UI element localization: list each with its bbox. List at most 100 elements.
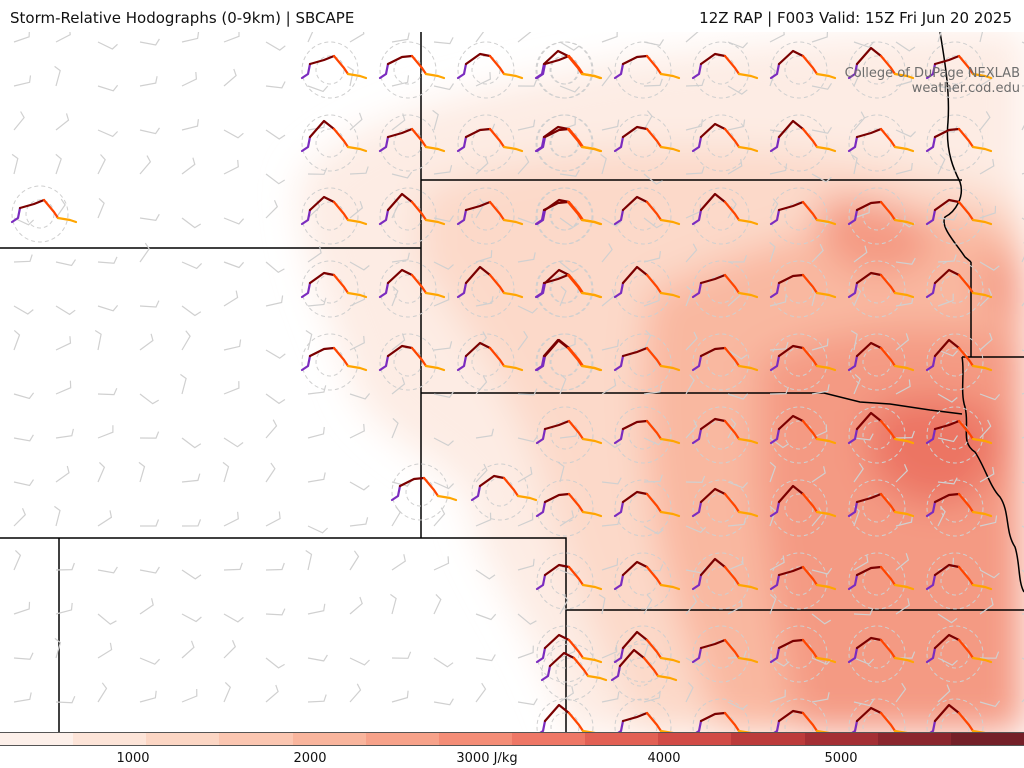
hodograph-segment — [879, 200, 897, 222]
hodograph-ring — [706, 274, 736, 304]
wind-barb — [895, 333, 910, 351]
hodograph-segment — [378, 62, 390, 80]
wind-barb — [685, 285, 693, 307]
wind-barb — [517, 698, 538, 706]
hodograph-ring — [11, 185, 69, 243]
wind-barb — [475, 375, 488, 395]
hodograph-segment — [737, 583, 759, 591]
wind-barb — [223, 437, 244, 448]
hodograph-ring — [301, 333, 359, 391]
wind-barb — [727, 393, 749, 400]
hodograph-segment — [957, 54, 975, 76]
hodograph-segment — [502, 476, 520, 498]
hodograph-segment — [855, 127, 883, 139]
hodograph-segment — [925, 135, 937, 153]
wind-barb — [55, 428, 74, 439]
hodograph-segment — [773, 719, 781, 732]
wind-barb — [517, 388, 538, 396]
wind-barb — [811, 173, 832, 183]
wind-barb — [559, 261, 579, 273]
map-title: Storm-Relative Hodographs (0-9km) | SBCA… — [10, 9, 355, 27]
wind-barb — [517, 305, 538, 314]
hodograph-ring — [706, 639, 736, 669]
hodograph-ring — [550, 639, 580, 669]
wind-barb — [349, 292, 366, 307]
wind-barb — [769, 689, 786, 703]
hodograph-segment — [567, 711, 585, 732]
wind-barb — [347, 65, 354, 87]
hodograph-segment — [933, 633, 961, 650]
hodograph-segment — [566, 346, 584, 368]
wind-barb — [223, 381, 240, 395]
colorbar-tick-label: 5000 — [824, 751, 858, 766]
wind-barb — [601, 32, 618, 43]
hodograph-segment — [542, 125, 570, 139]
wind-barb — [601, 644, 618, 659]
wind-barb — [11, 153, 19, 175]
wind-barb — [13, 254, 33, 263]
hodograph-ring — [25, 199, 55, 229]
hodograph-segment — [567, 638, 585, 660]
hodograph-segment — [621, 711, 649, 723]
wind-barb — [349, 261, 370, 271]
hodograph-ring — [862, 493, 892, 523]
hodograph-segment — [645, 273, 663, 295]
wind-barb — [139, 127, 160, 135]
wind-barb — [139, 155, 152, 175]
wind-barb — [643, 329, 652, 351]
wind-barb — [139, 213, 160, 221]
hodograph-segment — [478, 474, 506, 488]
hodograph-segment — [378, 135, 390, 153]
hodograph-segment — [957, 200, 975, 222]
hodograph-segment — [464, 52, 492, 66]
hodograph-ring — [628, 712, 658, 732]
hodograph-segment — [613, 354, 625, 372]
hodograph-segment — [398, 476, 426, 488]
hodograph-segment — [933, 703, 961, 723]
hodograph-ring — [625, 657, 655, 687]
hodograph-ring — [848, 625, 906, 683]
hodograph-segment — [957, 565, 975, 587]
wind-barb — [979, 651, 1000, 659]
hodograph-ring — [379, 41, 437, 99]
hodograph-segment — [777, 484, 805, 504]
wind-barb — [601, 243, 613, 263]
hodograph-segment — [691, 500, 703, 518]
hodograph-ring — [315, 128, 345, 158]
map-panel[interactable]: College of DuPage NEXLAB weather.cod.edu — [0, 32, 1024, 732]
wind-barb — [391, 75, 410, 87]
credit-org: College of DuPage NEXLAB — [844, 66, 1020, 81]
wind-barb — [769, 386, 789, 395]
hodograph-segment — [769, 62, 781, 80]
wind-barb — [433, 556, 450, 571]
wind-barb — [391, 32, 410, 43]
hodograph-segment — [777, 638, 805, 650]
wind-barb — [433, 698, 454, 706]
wind-barb — [769, 125, 790, 133]
hodograph-segment — [424, 291, 446, 299]
wind-barb — [601, 477, 622, 485]
wind-barb — [13, 652, 34, 660]
wind-barb — [433, 261, 454, 270]
wind-barb — [181, 217, 202, 229]
wind-barb — [265, 511, 281, 527]
hodograph-segment — [691, 135, 703, 153]
hodograph-segment — [699, 346, 727, 358]
header: Storm-Relative Hodographs (0-9km) | SBCA… — [0, 0, 1024, 32]
hodograph-segment — [801, 273, 819, 295]
hodograph-ring — [940, 274, 970, 304]
hodograph-segment — [613, 500, 625, 518]
hodograph-ring — [926, 552, 984, 610]
hodograph-segment — [581, 510, 603, 518]
wind-barb — [475, 682, 487, 703]
wind-barb — [559, 169, 580, 177]
hodograph-segment — [534, 135, 546, 153]
hodograph-segment — [410, 273, 428, 295]
hodograph-segment — [580, 364, 602, 372]
wind-barb — [643, 474, 663, 483]
wind-barb — [97, 387, 118, 396]
hodograph-segment — [656, 674, 678, 682]
hodograph-segment — [957, 273, 975, 295]
wind-barb — [685, 682, 694, 703]
wind-barb — [643, 384, 663, 395]
